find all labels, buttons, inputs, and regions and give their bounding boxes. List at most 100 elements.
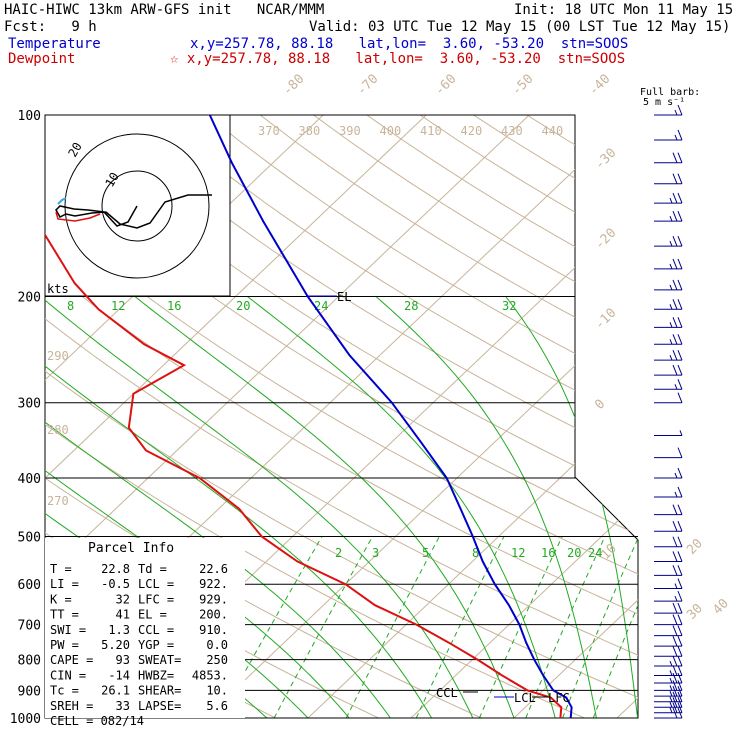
theta-label: 390: [339, 124, 361, 138]
wind-barb-half: [669, 670, 673, 676]
mixing-ratio-label: 3: [372, 546, 379, 560]
wind-barb-full: [677, 258, 683, 270]
wind-barb: [654, 173, 683, 185]
wind-barb-full: [672, 646, 678, 657]
wind-barb-full: [677, 192, 683, 204]
moist-adiabat-line: [375, 296, 597, 718]
wind-barb-half: [669, 322, 673, 328]
barb-legend-line2: 5 m s⁻¹: [643, 97, 685, 108]
level-markers: CCL LCL LFC EL: [306, 290, 570, 705]
parcel-info-value: Td =: [138, 562, 167, 576]
wind-barb: [654, 655, 683, 667]
wind-barb-full: [672, 364, 678, 376]
parcel-info-value: 200.: [199, 608, 228, 622]
wind-barb-full: [677, 447, 683, 458]
theta-label: 370: [258, 124, 280, 138]
wind-barb-full: [677, 104, 683, 116]
wind-barb-half: [669, 240, 673, 247]
mixing-ratio-label: 12: [511, 546, 525, 560]
wind-barb-full: [677, 486, 683, 498]
wind-barb-half: [669, 690, 673, 697]
wind-barb-full: [677, 655, 683, 667]
isotherm-label: -20: [592, 226, 619, 253]
wind-barb-half: [669, 660, 673, 667]
parcel-info-value: 5.20: [101, 638, 130, 652]
parcel-info-value: SREH =: [50, 699, 93, 713]
wind-barb-half: [674, 595, 678, 602]
wind-barb-full: [677, 299, 683, 310]
wind-barb-full: [672, 707, 678, 719]
wind-barb-full: [677, 590, 683, 602]
mixing-ratio-label: 24: [588, 546, 602, 560]
wind-barb-full: [672, 672, 678, 684]
isotherm-label: -80: [280, 72, 307, 99]
wind-barb-full: [672, 551, 678, 562]
wind-barb-full: [677, 578, 683, 589]
dry-adiabat-line: [46, 115, 638, 718]
dry-adiabat-line: [579, 115, 638, 718]
hodograph-ring-label-20: 20: [65, 140, 84, 160]
wind-barb: [654, 364, 683, 376]
theta-label: 420: [461, 124, 483, 138]
isotherm-line: [204, 115, 638, 718]
parcel-info-value: 250: [206, 653, 228, 667]
mixing-ratio-line: [345, 536, 440, 718]
wind-barb: [654, 565, 683, 576]
wind-barb: [654, 551, 683, 562]
el-label: EL: [337, 290, 351, 304]
wind-barb-half: [669, 707, 673, 713]
temperature-location: x,y=257.78, 88.18 lat,lon= 3.60, -53.20 …: [190, 36, 629, 52]
moist-adiabat-label: 32: [502, 299, 516, 313]
dry-adiabat-line: [45, 115, 585, 718]
wind-barb-full: [677, 504, 683, 515]
moist-adiabat-line: [247, 296, 556, 718]
theta-label: 290: [47, 349, 69, 363]
wind-barb-full: [677, 379, 683, 390]
moist-adiabat-label: 20: [236, 299, 250, 313]
wind-barb-full: [677, 702, 683, 713]
mixing-ratio-line: [525, 536, 606, 718]
theta-label: 280: [47, 423, 69, 437]
wind-barb: [654, 602, 683, 614]
hodograph: 10 20 kts: [44, 114, 231, 297]
wind-barb-full: [677, 129, 683, 141]
valid-time: Valid: 03 UTC Tue 12 May 15 (00 LST Tue …: [309, 19, 731, 35]
wind-barb-full: [672, 685, 678, 697]
isotherm-line: [307, 115, 638, 718]
dry-adiabat-line: [45, 115, 638, 718]
dry-adiabat-line: [45, 115, 638, 718]
wind-barb-full: [672, 317, 678, 328]
wind-barb-full: [677, 685, 683, 697]
wind-barb: [654, 504, 683, 516]
dry-adiabat-line: [473, 115, 638, 718]
parcel-info-value: 33: [116, 699, 130, 713]
hodograph-ring-label-10: 10: [102, 170, 121, 190]
dry-adiabat-line: [45, 115, 638, 718]
mixing-ratio-line: [562, 536, 638, 718]
wind-barb-full: [677, 152, 683, 163]
wind-barb-half: [674, 583, 678, 589]
wind-barb-full: [672, 349, 678, 361]
hodograph-box: [44, 114, 231, 297]
wind-barb-full: [672, 521, 678, 532]
wind-barb: [654, 430, 683, 436]
parcel-info-title: Parcel Info: [88, 541, 174, 556]
wind-barb: [654, 625, 683, 637]
parcel-info-value: LAPSE=: [138, 699, 181, 713]
wind-barb-full: [677, 392, 683, 403]
wind-barb: [654, 104, 683, 116]
wind-barb-full: [672, 565, 678, 576]
isotherm-label: -60: [432, 72, 459, 99]
model-title: HAIC-HIWC 13km ARW-GFS init NCAR/MMM: [4, 2, 325, 18]
parcel-info-value: CAPE =: [50, 653, 93, 667]
lcl-label: LCL: [514, 691, 536, 705]
isotherm-line: [45, 115, 427, 718]
wind-barb-full: [672, 614, 678, 625]
mixing-ratio-label: 5: [422, 546, 429, 560]
wind-barb-half: [669, 702, 673, 708]
parcel-info-value: SWEAT=: [138, 653, 181, 667]
wind-barb-full: [677, 565, 683, 576]
wind-barb-full: [677, 707, 683, 719]
wind-barb-full: [672, 691, 678, 702]
